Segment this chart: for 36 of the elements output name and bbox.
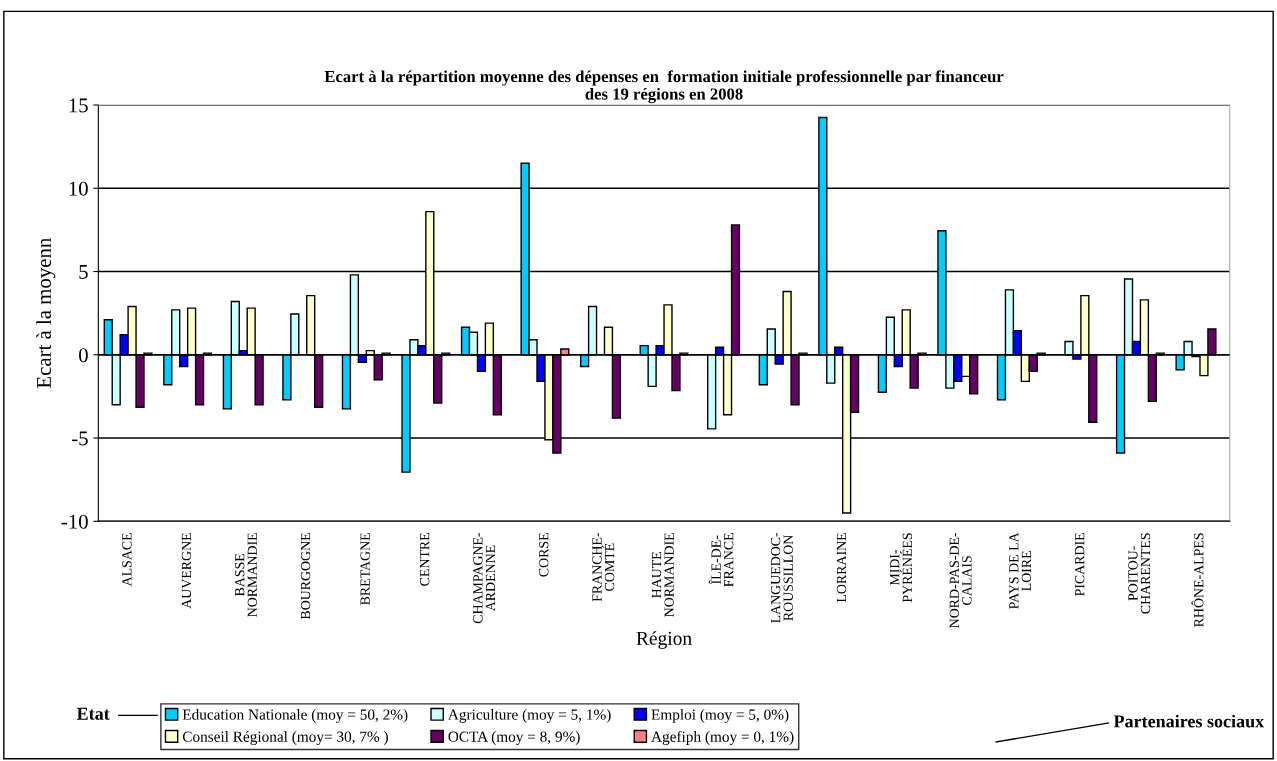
x-tick-label: CHAMPAGNE- ARDENNE bbox=[473, 532, 496, 624]
x-tick-label: POITOU- CHARENTES bbox=[1128, 533, 1151, 614]
x-tick-label: ALSACE bbox=[122, 533, 132, 587]
y-tick-label: 0 bbox=[78, 348, 88, 363]
legend-label: Agefiph (moy = 0, 1%) bbox=[651, 730, 794, 745]
x-tick-label: NORD-PAS-DE- CALAIS bbox=[949, 532, 972, 628]
y-tick-label: 5 bbox=[79, 265, 88, 279]
legend-label: OCTA (moy = 8, 9%) bbox=[448, 731, 580, 745]
text: Partenaires sociaux bbox=[1113, 714, 1265, 728]
x-tick-label: PAYS DE LA LOIRE bbox=[1009, 532, 1032, 609]
x-tick-label: BASSE NORMANDIE bbox=[235, 533, 257, 617]
x-tick-label: LANGUEDOC- ROUSSILLON bbox=[770, 532, 793, 624]
legend-label: Conseil Régional (moy= 30, 7% ) bbox=[182, 731, 388, 745]
y-tick-label: 15 bbox=[69, 98, 88, 113]
y-tick-label: -10 bbox=[61, 514, 88, 529]
y-axis-title: Ecart à la moyenn bbox=[36, 237, 56, 389]
x-tick-label: CORSE bbox=[539, 533, 549, 577]
x-tick-label: PICARDIE bbox=[1075, 533, 1085, 597]
chart-title: Ecart à la répartition moyenne des dépenses en formation initiale professionnelle par financeur des 19 régions en 2008 bbox=[324, 70, 1004, 104]
x-tick-label: HAUTE NORMANDIE bbox=[651, 533, 674, 617]
x-tick-label: MIDI- PYRÉNÉES bbox=[890, 533, 913, 603]
x-tick-label: ÎLE-DE- FRANCE bbox=[708, 533, 734, 587]
x-tick-label: LORRAINE bbox=[836, 533, 847, 603]
x-tick-label: BRETAGNE bbox=[360, 533, 370, 605]
x-tick-label: RHÔNE-ALPES bbox=[1191, 533, 1204, 627]
y-tick-label: -5 bbox=[72, 431, 88, 446]
legend-label: Agriculture (moy = 5, 1%) bbox=[447, 708, 611, 723]
legend-label: Emploi (moy = 5, 0%) bbox=[651, 708, 789, 723]
x-tick-label: CENTRE bbox=[419, 533, 430, 586]
legend-label: Education Nationale (moy = 50, 2%) bbox=[182, 708, 408, 723]
text: Etat bbox=[76, 707, 110, 720]
x-axis-title: Région bbox=[636, 631, 692, 649]
y-tick-label: 10 bbox=[69, 181, 88, 196]
x-tick-label: BOURGOGNE bbox=[300, 533, 311, 620]
x-tick-label: FRANCHE- COMTÉ bbox=[592, 532, 615, 602]
x-tick-label: AUVERGNE bbox=[181, 533, 192, 609]
